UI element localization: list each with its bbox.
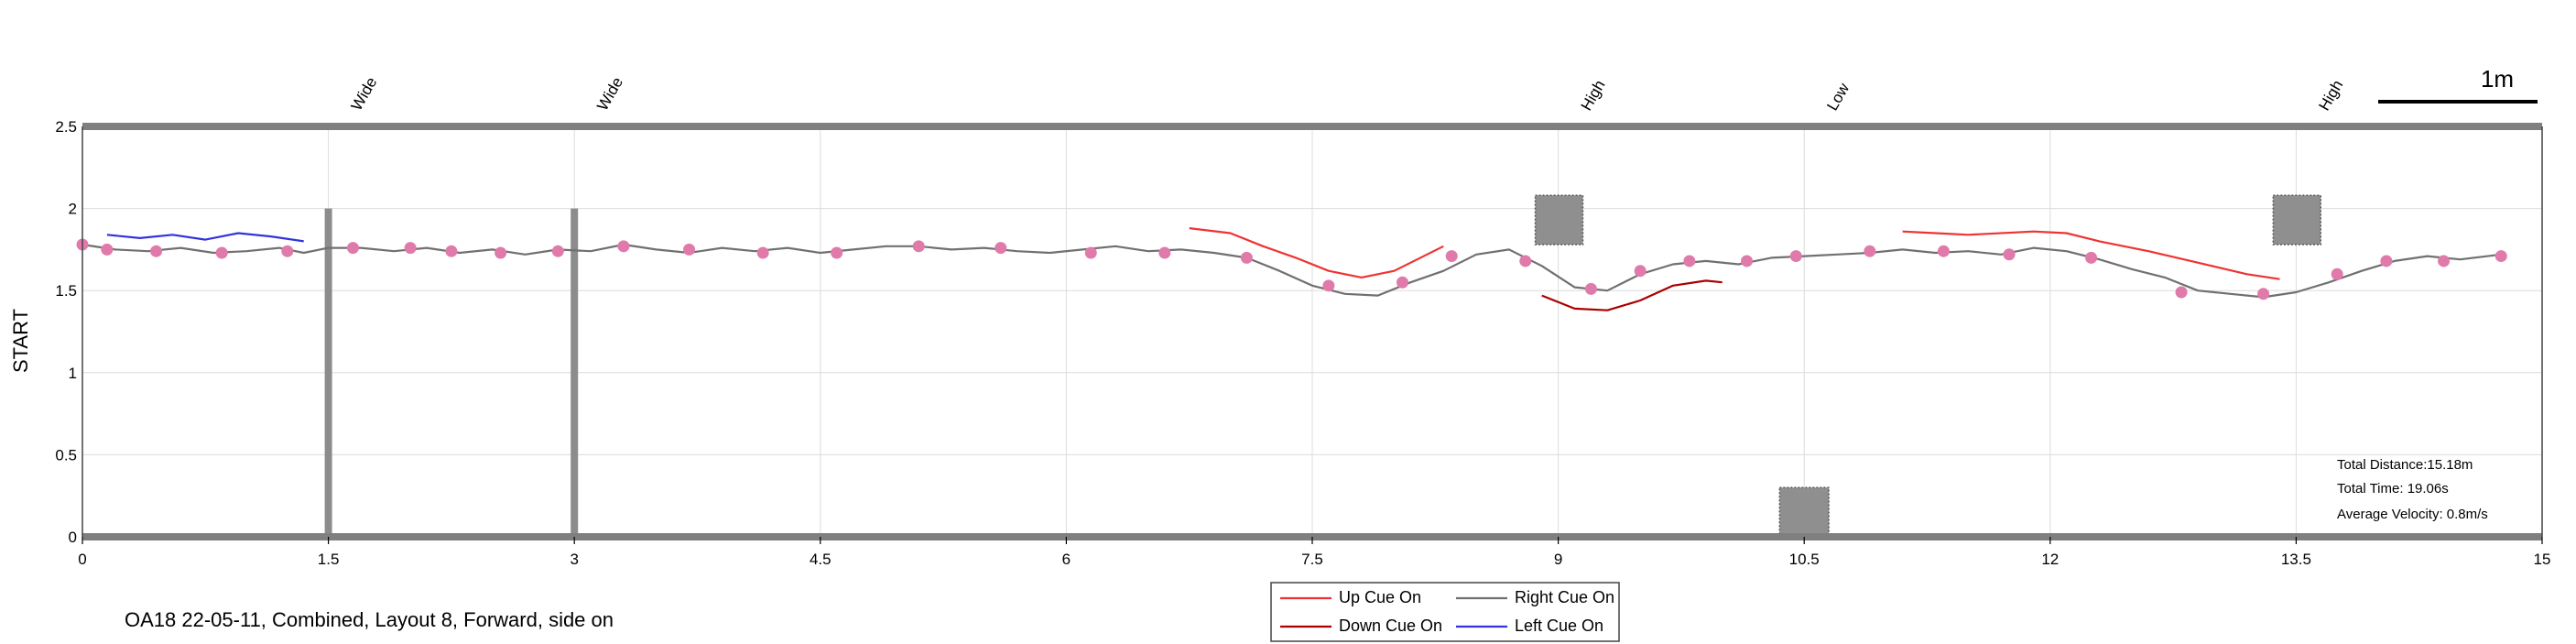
total-distance: Total Distance:15.18m	[2337, 457, 2473, 473]
trajectory-point	[1322, 279, 1335, 292]
barrier-0	[324, 208, 332, 537]
x-tick-label: 15	[2534, 551, 2551, 568]
x-tick-label: 12	[2041, 551, 2059, 568]
x-tick-label: 7.5	[1301, 551, 1323, 568]
stats-box: Total Distance:15.18m Total Time: 19.06s…	[2337, 457, 2488, 522]
trajectory-point	[445, 245, 458, 257]
trajectory-point	[1445, 250, 1458, 263]
trajectory-point	[2331, 267, 2343, 280]
trajectory-point	[2494, 250, 2507, 263]
x-tick-label: 10.5	[1789, 551, 1820, 568]
trajectory-point	[2438, 255, 2451, 267]
series-up-cue-on-line-0	[1189, 227, 1444, 278]
cue-labels: Wide Wide High Low High	[348, 74, 2347, 114]
y-tick-label: 1.5	[55, 282, 77, 300]
trajectory-point	[683, 243, 696, 256]
legend-label: Down Cue On	[1339, 617, 1442, 635]
trajectory-point	[1584, 282, 1597, 295]
trajectory-point	[1396, 276, 1408, 289]
series-right-cue-on-line-0	[82, 243, 2502, 299]
y-tick-label: 2	[69, 201, 77, 218]
series-left-cue-on-line-0	[106, 232, 304, 243]
trajectory-point	[756, 246, 769, 259]
trajectory-point	[495, 246, 507, 259]
barrier-1	[571, 208, 579, 537]
x-tick-label: 0	[78, 551, 86, 568]
trajectory-point	[831, 246, 843, 259]
legend-label: Right Cue On	[1515, 588, 1614, 606]
cue-label: Low	[1823, 80, 1853, 114]
trajectory-point	[551, 245, 564, 257]
trajectory-point	[150, 245, 163, 257]
obstacle-2	[2272, 194, 2322, 246]
trajectory-point	[1789, 250, 1802, 263]
legend-label: Left Cue On	[1515, 617, 1603, 635]
trajectory-point	[346, 242, 359, 255]
trajectory-point	[2003, 248, 2016, 261]
trajectory-point	[1084, 246, 1097, 259]
trajectory-point	[2380, 255, 2393, 267]
trajectory-point	[101, 243, 114, 256]
series-layer	[82, 227, 2502, 311]
trajectory-point	[404, 242, 417, 255]
x-tick-label: 3	[570, 551, 578, 568]
cue-label: Wide	[593, 74, 626, 114]
markers-layer	[76, 238, 2507, 300]
trajectory-point	[995, 242, 1007, 255]
chart-caption: OA18 22-05-11, Combined, Layout 8, Forwa…	[125, 608, 614, 631]
y-tick-label: 1	[69, 365, 77, 382]
total-time: Total Time: 19.06s	[2337, 481, 2449, 497]
trajectory-point	[1158, 246, 1171, 259]
x-tick-label: 6	[1062, 551, 1071, 568]
grid-lines	[82, 126, 2543, 538]
cue-label: High	[1578, 77, 1609, 114]
trajectory-point	[1634, 265, 1647, 278]
x-tick-label: 13.5	[2281, 551, 2311, 568]
legend-box	[1270, 582, 1620, 642]
trajectory-point	[2085, 251, 2098, 264]
trajectory-point	[1240, 251, 1253, 264]
legend-label: Up Cue On	[1339, 588, 1421, 606]
cue-label: High	[2315, 77, 2346, 114]
top-axis-line	[82, 123, 2542, 130]
trajectory-point	[1741, 255, 1754, 267]
obstacle-1	[1778, 486, 1830, 538]
scale-bar-label: 1m	[2481, 65, 2514, 93]
trajectory-point	[2257, 288, 2270, 300]
y-tick-label: 0.5	[55, 446, 77, 464]
y-axis-label: START	[9, 309, 32, 373]
x-tick-label: 1.5	[318, 551, 340, 568]
trajectory-point	[281, 245, 294, 257]
trajectory-point	[1937, 245, 1950, 257]
y-tick-label: 2.5	[55, 118, 77, 136]
cue-label: Wide	[348, 74, 381, 114]
legend: Up Cue On Right Cue On Down Cue On Left Cue…	[1270, 582, 1620, 642]
average-velocity: Average Velocity: 0.8m/s	[2337, 507, 2488, 522]
x-tick-label: 9	[1554, 551, 1562, 568]
x-tick-label: 4.5	[810, 551, 831, 568]
obstacle-0	[1534, 194, 1584, 246]
trajectory-point	[215, 246, 228, 259]
series-up-cue-on-line-1	[1902, 230, 2280, 280]
trajectory-point	[912, 240, 925, 253]
obstacles-layer	[324, 194, 2322, 538]
trajectory-point	[1519, 255, 1532, 267]
trajectory-point	[1683, 255, 1696, 267]
trajectory-point	[1864, 245, 1876, 257]
trajectory-point	[617, 240, 630, 253]
series-down-cue-on-line-0	[1541, 279, 1723, 311]
y-tick-label: 0	[69, 529, 77, 546]
scale-bar: 1m	[2378, 65, 2538, 104]
trajectory-point	[2175, 286, 2188, 299]
tick-labels: 0 1.5 3 4.5 6 7.5 9 10.5 12 13.5 15 0 0.5 1 1.5 2 2.5	[55, 118, 2550, 568]
